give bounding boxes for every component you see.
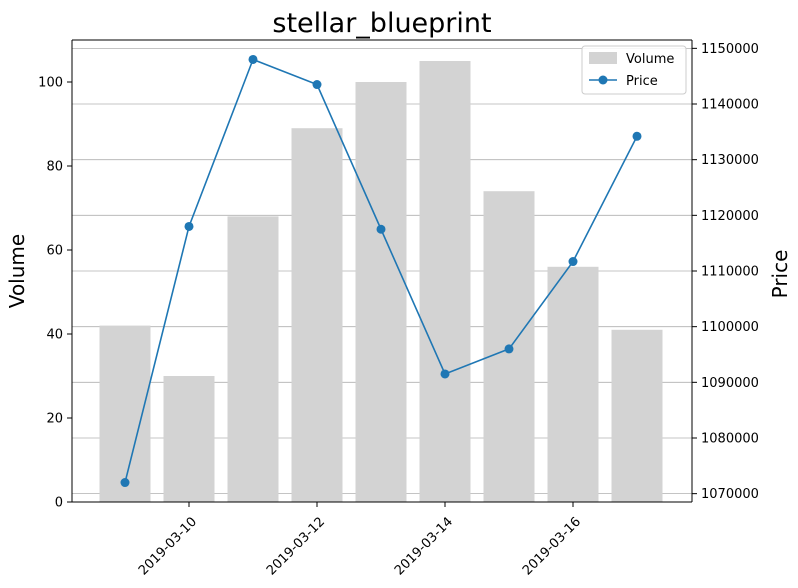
price-point xyxy=(504,344,514,354)
price-point xyxy=(440,369,450,379)
right-y-tick-label: 1120000 xyxy=(701,209,759,224)
x-tick-label: 2019-03-12 xyxy=(264,514,328,578)
right-y-tick-label: 1100000 xyxy=(701,320,759,335)
price-point xyxy=(312,80,322,90)
right-y-axis-ticks: 1070000 1080000 1090000 1100000 1110000 11200… xyxy=(692,42,759,502)
volume-bar xyxy=(355,82,407,502)
left-y-tick-label: 20 xyxy=(46,412,63,427)
chart-title: stellar_blueprint xyxy=(272,8,491,39)
left-axis-title: Volume xyxy=(5,234,29,308)
x-tick-label: 2019-03-16 xyxy=(520,514,584,578)
price-point xyxy=(184,221,194,231)
volume-bar xyxy=(291,128,343,502)
right-axis-title: Price xyxy=(768,250,792,299)
legend-volume-label: Volume xyxy=(626,52,674,67)
x-tick-label: 2019-03-10 xyxy=(136,514,200,578)
right-y-tick-label: 1070000 xyxy=(701,487,759,502)
left-y-axis-ticks: 0 20 40 60 80 100 xyxy=(38,76,72,511)
right-y-tick-label: 1090000 xyxy=(701,376,759,391)
volume-bar xyxy=(227,216,279,502)
legend: Volume Price xyxy=(581,45,687,95)
legend-price-label: Price xyxy=(626,74,658,89)
left-y-tick-label: 40 xyxy=(46,328,63,343)
price-point xyxy=(120,478,130,488)
volume-bar xyxy=(419,61,471,502)
volume-bars xyxy=(99,61,663,502)
x-axis-ticks: 2019-03-10 2019-03-12 2019-03-14 2019-03-16 xyxy=(136,502,584,578)
volume-bar xyxy=(163,376,215,502)
right-y-tick-label: 1130000 xyxy=(701,153,759,168)
right-y-tick-label: 1150000 xyxy=(701,42,759,57)
price-point xyxy=(568,257,578,267)
price-point xyxy=(248,54,258,64)
legend-volume-swatch xyxy=(589,52,617,64)
price-point xyxy=(632,131,642,141)
price-point xyxy=(376,224,386,234)
right-y-tick-label: 1110000 xyxy=(701,265,759,280)
price-line xyxy=(120,54,642,488)
left-y-tick-label: 0 xyxy=(55,496,63,511)
left-y-tick-label: 60 xyxy=(46,244,63,259)
right-y-tick-label: 1140000 xyxy=(701,98,759,113)
left-y-tick-label: 100 xyxy=(38,76,63,91)
x-tick-label: 2019-03-14 xyxy=(392,514,456,578)
volume-bar xyxy=(547,266,599,502)
left-y-tick-label: 80 xyxy=(46,160,63,175)
volume-bar xyxy=(611,329,663,502)
legend-price-marker xyxy=(598,75,608,85)
right-y-tick-label: 1080000 xyxy=(701,431,759,446)
